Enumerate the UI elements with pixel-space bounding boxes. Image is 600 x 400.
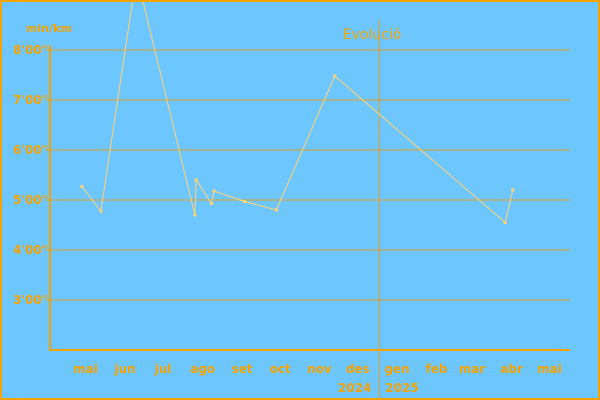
y-tick-label: 8'00" xyxy=(13,43,48,57)
y-tick-label: 4'00" xyxy=(13,243,48,257)
x-tick-label: gen xyxy=(384,362,409,376)
x-tick-label: ago xyxy=(190,362,215,376)
data-point xyxy=(212,189,216,193)
x-tick-label: jul xyxy=(154,362,172,376)
y-tick-label: 3'00" xyxy=(13,293,48,307)
chart-title: Evolució xyxy=(343,27,402,43)
y-axis-ticks: 3'00" 4'00" 5'00" 6'00" 7'00" 8'00" xyxy=(13,43,50,307)
y-axis-unit-label: min/km xyxy=(26,22,72,35)
data-point xyxy=(209,202,213,205)
x-axis-ticks: mai jun jul ago set oct nov des gen feb mar abr mai xyxy=(73,362,562,376)
data-point xyxy=(274,208,278,212)
data-point xyxy=(193,213,197,217)
y-tick-label: 6'00" xyxy=(13,143,48,157)
x-tick-label: feb xyxy=(426,362,448,376)
x-tick-label: mai xyxy=(537,362,562,376)
data-point xyxy=(511,188,515,192)
x-tick-label: abr xyxy=(500,362,523,376)
series-line xyxy=(81,2,514,224)
data-point xyxy=(333,74,337,78)
x-tick-label: nov xyxy=(307,362,332,376)
data-point xyxy=(194,178,198,182)
x-tick-label: mai xyxy=(73,362,98,376)
y-tick-label: 7'00" xyxy=(13,93,48,107)
x-tick-label: set xyxy=(231,362,252,376)
x-tick-label: mar xyxy=(459,362,486,376)
x-tick-label: des xyxy=(346,362,370,376)
data-point xyxy=(99,209,103,213)
data-point xyxy=(503,221,507,224)
series-layer xyxy=(80,2,515,224)
x-tick-label: jun xyxy=(113,362,135,376)
gridlines xyxy=(50,49,570,301)
year-label-left: 2024 xyxy=(338,381,371,395)
x-tick-label: oct xyxy=(270,362,291,376)
y-tick-label: 5'00" xyxy=(13,193,48,207)
year-label-right: 2025 xyxy=(385,381,418,395)
data-point xyxy=(80,185,84,188)
data-point xyxy=(243,200,247,203)
